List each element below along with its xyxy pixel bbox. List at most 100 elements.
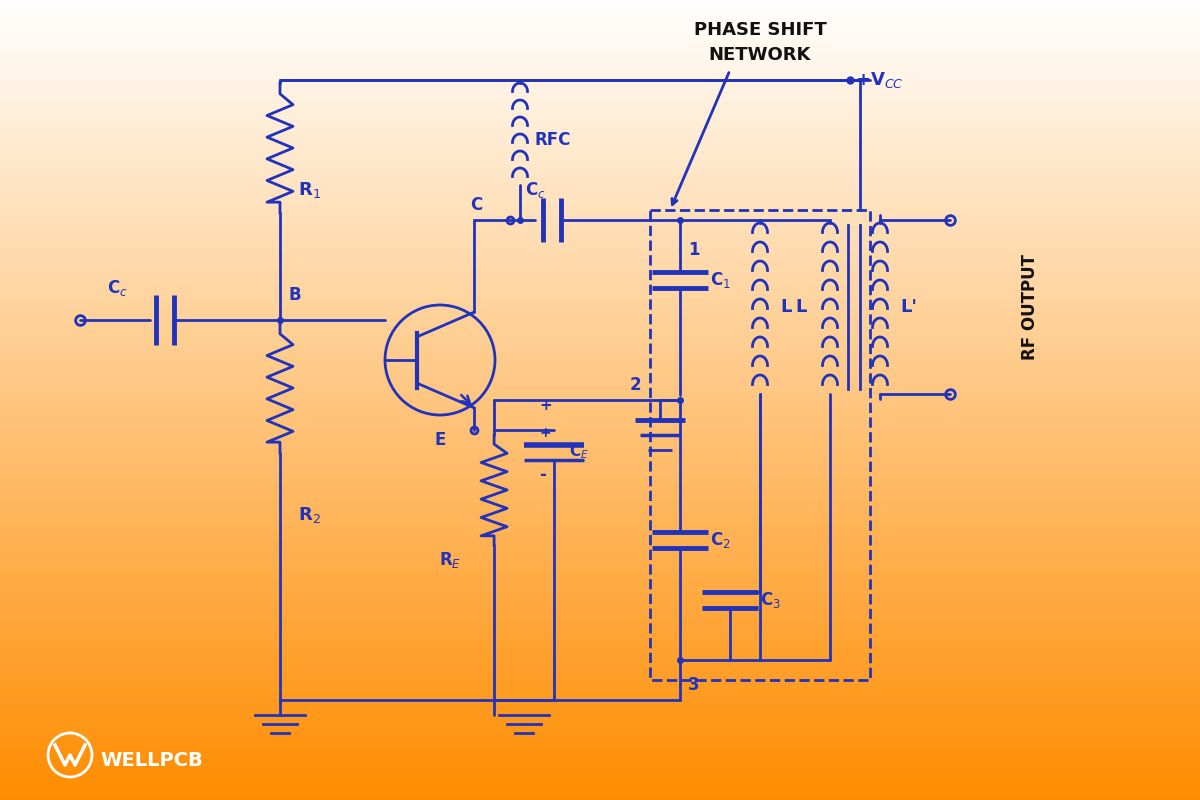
Bar	[0, 528, 1200, 532]
Text: C$_1$: C$_1$	[710, 270, 731, 290]
Bar	[0, 368, 1200, 372]
Bar	[0, 428, 1200, 432]
Bar	[0, 212, 1200, 216]
Bar	[0, 32, 1200, 36]
Bar	[0, 732, 1200, 736]
Bar	[0, 552, 1200, 556]
Bar	[0, 652, 1200, 656]
Bar	[0, 288, 1200, 292]
Bar	[0, 532, 1200, 536]
Bar	[0, 132, 1200, 136]
Bar	[0, 148, 1200, 152]
Bar	[0, 572, 1200, 576]
Bar	[0, 680, 1200, 684]
Bar	[0, 580, 1200, 584]
Bar	[0, 108, 1200, 112]
Bar	[0, 648, 1200, 652]
Bar	[0, 52, 1200, 56]
Bar	[0, 724, 1200, 728]
Bar	[0, 264, 1200, 268]
Bar	[0, 76, 1200, 80]
Bar	[0, 588, 1200, 592]
Text: L: L	[780, 298, 791, 316]
Bar	[0, 272, 1200, 276]
Bar	[0, 116, 1200, 120]
Bar	[0, 248, 1200, 252]
Bar	[0, 544, 1200, 548]
Bar	[0, 436, 1200, 440]
Bar	[0, 28, 1200, 32]
Bar	[0, 744, 1200, 748]
Bar	[0, 516, 1200, 520]
Bar	[0, 44, 1200, 48]
Bar	[0, 792, 1200, 796]
Text: PHASE SHIFT: PHASE SHIFT	[694, 21, 827, 39]
Bar	[0, 448, 1200, 452]
Text: R$_2$: R$_2$	[298, 505, 320, 525]
Bar	[0, 496, 1200, 500]
Bar	[0, 36, 1200, 40]
Bar	[0, 324, 1200, 328]
Bar	[0, 584, 1200, 588]
Bar	[0, 740, 1200, 744]
Text: C$_E$: C$_E$	[569, 442, 589, 462]
Bar	[0, 556, 1200, 560]
Bar	[0, 596, 1200, 600]
Bar	[0, 624, 1200, 628]
Bar	[0, 244, 1200, 248]
Bar	[0, 692, 1200, 696]
Bar	[0, 252, 1200, 256]
Bar	[0, 760, 1200, 764]
Bar	[0, 56, 1200, 60]
Bar	[0, 772, 1200, 776]
Bar	[0, 60, 1200, 64]
Bar	[0, 208, 1200, 212]
Bar	[0, 404, 1200, 408]
Text: R$_1$: R$_1$	[298, 180, 320, 200]
Bar	[0, 268, 1200, 272]
Bar	[0, 632, 1200, 636]
Bar	[0, 776, 1200, 780]
Bar	[0, 468, 1200, 472]
Bar	[0, 608, 1200, 612]
Bar	[0, 16, 1200, 20]
Bar	[0, 456, 1200, 460]
Bar	[0, 236, 1200, 240]
Bar	[0, 716, 1200, 720]
Bar	[0, 488, 1200, 492]
Bar	[0, 100, 1200, 104]
Bar	[0, 444, 1200, 448]
Bar	[0, 176, 1200, 180]
Bar	[0, 124, 1200, 128]
Bar	[0, 84, 1200, 88]
Text: L': L'	[900, 298, 917, 316]
Bar	[0, 524, 1200, 528]
Bar	[0, 356, 1200, 360]
Bar	[0, 292, 1200, 296]
Bar	[0, 612, 1200, 616]
Bar	[0, 112, 1200, 116]
Bar	[0, 140, 1200, 144]
Bar	[0, 452, 1200, 456]
Bar	[0, 384, 1200, 388]
Bar	[0, 160, 1200, 164]
Bar	[0, 220, 1200, 224]
Text: C$_3$: C$_3$	[760, 590, 781, 610]
Bar	[0, 168, 1200, 172]
Bar	[0, 768, 1200, 772]
Bar	[0, 388, 1200, 392]
Bar	[0, 136, 1200, 140]
Bar	[0, 372, 1200, 376]
Bar	[0, 172, 1200, 176]
Bar	[0, 392, 1200, 396]
Bar	[0, 316, 1200, 320]
Bar	[0, 408, 1200, 412]
Text: WELLPCB: WELLPCB	[100, 750, 203, 770]
Bar	[0, 604, 1200, 608]
Bar	[0, 396, 1200, 400]
Bar	[0, 228, 1200, 232]
Bar	[0, 92, 1200, 96]
Bar	[0, 568, 1200, 572]
Bar	[0, 256, 1200, 260]
Bar	[0, 348, 1200, 352]
